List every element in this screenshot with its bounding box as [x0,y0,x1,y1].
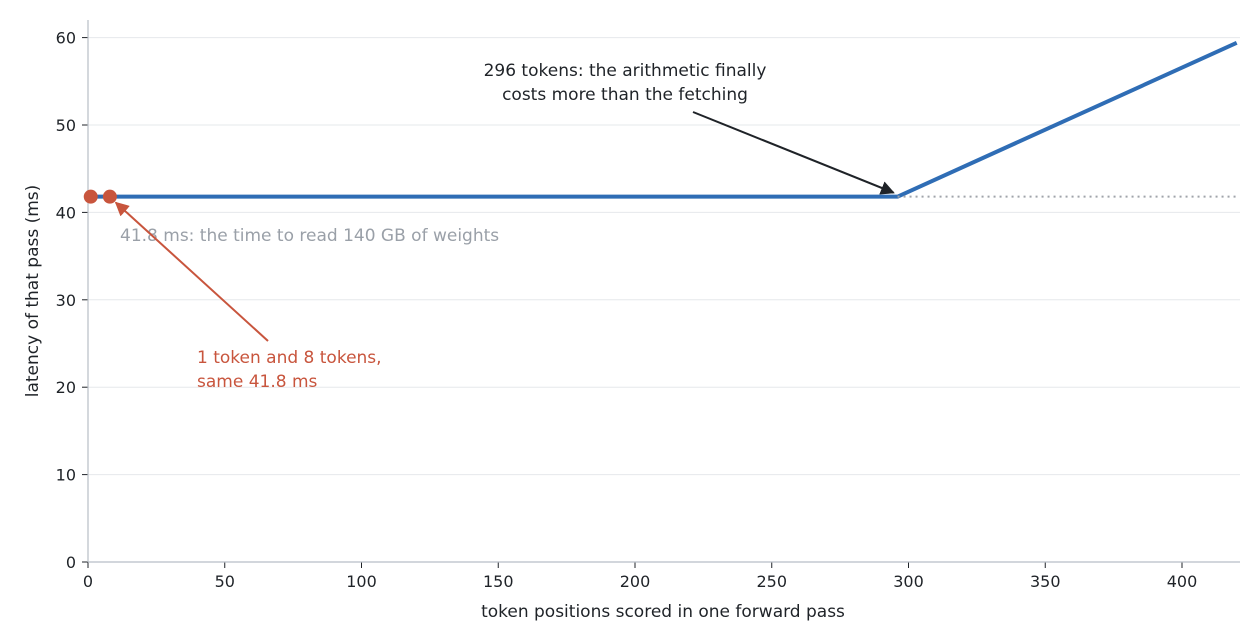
y-axis-label: latency of that pass (ms) [23,185,43,398]
small-batch-annotation-text: same 41.8 ms [197,372,318,392]
y-tick-label: 40 [56,203,76,222]
annotations-layer: 296 tokens: the arithmetic finally costs … [114,61,895,392]
crossover-annotation-text: 296 tokens: the arithmetic finally [484,61,767,81]
axes: 0 10 20 30 40 50 60 0 50 100 150 200 250 300 350 400 [56,20,1240,591]
y-tick-label: 60 [56,29,76,48]
highlight-point-8-tokens [102,189,117,204]
y-tick-label: 10 [56,466,76,485]
crossover-arrow [692,111,895,195]
x-tick-label: 250 [756,572,787,591]
grid-lines [88,37,1240,476]
x-tick-label: 150 [483,572,514,591]
crossover-annotation-text: costs more than the fetching [502,85,748,105]
y-tick-label: 30 [56,291,76,310]
y-tick-label: 20 [56,378,76,397]
x-tick-label: 50 [215,572,235,591]
y-tick-label: 0 [66,553,76,572]
x-tick-label: 200 [620,572,651,591]
y-tick-label: 50 [56,116,76,135]
floor-annotation-text: 41.8 ms: the time to read 140 GB of weig… [120,226,499,246]
series-layer [83,41,1238,204]
x-tick-label: 0 [83,572,93,591]
highlight-point-1-tokens [83,189,98,204]
x-axis-label: token positions scored in one forward pa… [481,602,845,622]
small-batch-arrow [114,201,269,342]
x-tick-label: 100 [346,572,377,591]
small-batch-annotation-text: 1 token and 8 tokens, [197,348,382,368]
x-tick-label: 400 [1167,572,1198,591]
x-tick-label: 350 [1030,572,1061,591]
x-tick-label: 300 [893,572,924,591]
